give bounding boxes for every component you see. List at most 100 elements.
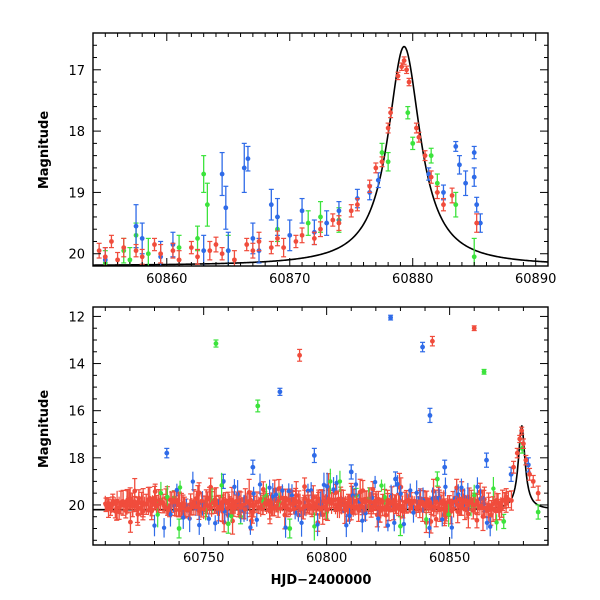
data-point (288, 508, 293, 513)
data-point-green (255, 399, 261, 413)
data-point (171, 498, 177, 503)
data-point (472, 493, 477, 498)
data-point (328, 479, 333, 484)
data-point (411, 510, 416, 515)
data-point (213, 521, 218, 526)
data-point-red (108, 234, 114, 249)
x-tick-label: 60860 (146, 272, 187, 287)
data-point (152, 489, 158, 494)
data-point-red (379, 156, 385, 168)
data-point-red (299, 227, 305, 244)
data-point (278, 506, 283, 511)
data-point (260, 507, 265, 512)
plot-area (93, 314, 548, 541)
data-point (447, 498, 452, 504)
data-point-red (428, 170, 434, 184)
data-point (219, 483, 224, 488)
data-point (419, 499, 425, 505)
data-point-red (416, 131, 422, 143)
data-point-red (535, 485, 541, 501)
data-point (501, 519, 507, 524)
data-point (133, 248, 139, 254)
data-point (260, 487, 266, 492)
data-point (420, 344, 425, 350)
data-point-green (213, 339, 219, 348)
data-point (358, 497, 364, 502)
data-point (177, 485, 183, 490)
data-point (353, 482, 359, 487)
data-point (471, 150, 477, 155)
data-point-blue (440, 184, 446, 201)
data-point (471, 254, 477, 260)
data-point (148, 506, 153, 511)
data-point (308, 488, 314, 493)
data-point (348, 469, 354, 475)
data-point (385, 523, 391, 528)
data-point (219, 505, 224, 511)
data-point-red (213, 236, 219, 253)
data-point (195, 236, 200, 241)
data-point (393, 476, 398, 482)
data-point (348, 208, 354, 214)
data-point (434, 180, 440, 186)
data-point (225, 506, 230, 511)
data-point (225, 248, 231, 254)
data-point (268, 202, 274, 208)
data-point-red (268, 240, 274, 255)
data-point (275, 214, 280, 220)
data-point (150, 498, 155, 504)
data-point (166, 507, 171, 512)
data-point (319, 505, 324, 511)
data-point (347, 500, 352, 506)
data-point-green (397, 516, 403, 537)
data-point (286, 489, 291, 494)
data-point (474, 498, 480, 504)
data-point (410, 140, 416, 146)
data-point-blue (223, 185, 229, 230)
data-point-red (511, 460, 517, 474)
x-tick-label: 60750 (183, 551, 224, 566)
data-point (114, 498, 120, 504)
data-point (248, 497, 254, 503)
data-point (152, 523, 157, 528)
data-point (201, 507, 206, 512)
data-point (439, 506, 444, 511)
data-point (268, 245, 274, 251)
data-point (130, 503, 136, 509)
data-point (283, 525, 288, 530)
data-point (277, 389, 283, 395)
data-point (336, 220, 342, 226)
data-point-red (514, 447, 520, 459)
data-point (305, 220, 311, 226)
data-point (201, 171, 207, 177)
data-point (433, 516, 439, 522)
data-point (494, 520, 499, 525)
data-point (152, 242, 157, 247)
data-point (360, 504, 366, 510)
data-point (514, 450, 520, 456)
data-point (302, 484, 307, 490)
data-point (139, 254, 145, 260)
data-point (398, 523, 403, 529)
data-point-blue (388, 314, 394, 321)
data-point (254, 517, 259, 523)
data-point (232, 505, 238, 511)
data-point (96, 248, 102, 254)
data-point (168, 512, 173, 517)
data-point (155, 512, 160, 517)
data-point (244, 242, 250, 247)
data-point (422, 153, 428, 159)
data-point (133, 223, 139, 229)
data-point-red (367, 179, 373, 194)
data-point (509, 498, 514, 503)
data-point (209, 505, 214, 510)
x-tick-label: 60850 (429, 551, 470, 566)
data-point-red (385, 122, 391, 134)
data-point-red (231, 250, 237, 266)
data-point (375, 177, 381, 183)
data-point (256, 499, 261, 504)
data-point-green (481, 368, 487, 375)
data-point (255, 403, 261, 409)
data-point-green (385, 151, 391, 172)
